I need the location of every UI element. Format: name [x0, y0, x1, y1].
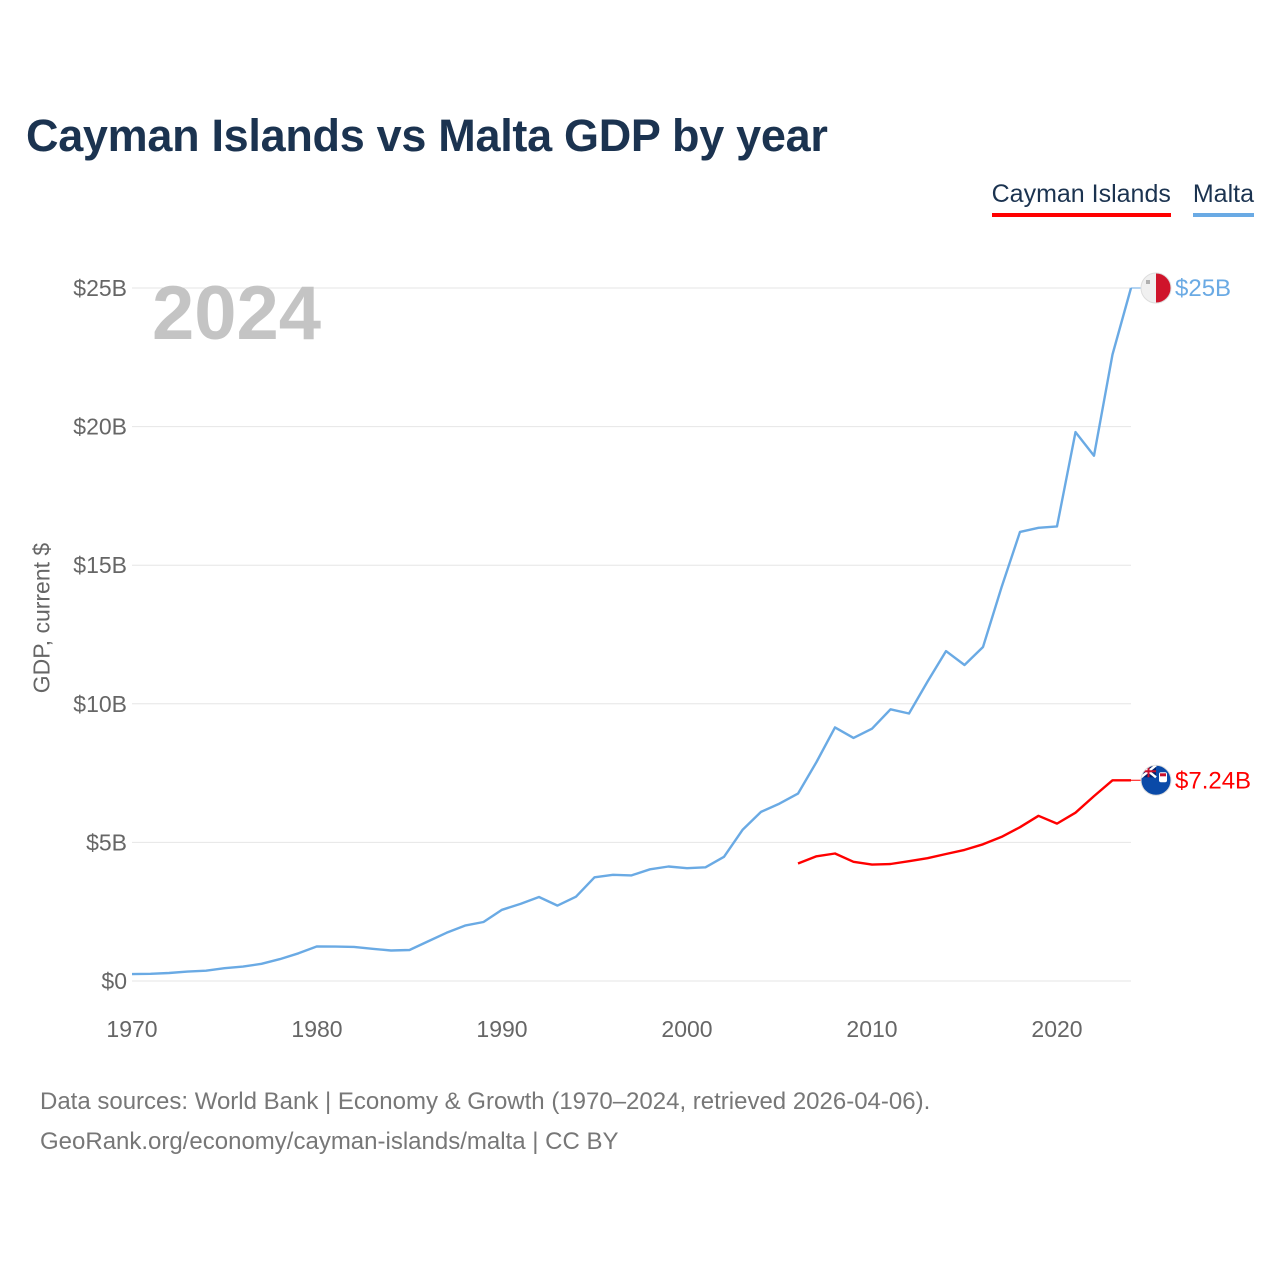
malta-end-value: $25B	[1175, 275, 1231, 302]
x-tick-label: 2000	[661, 1016, 712, 1042]
y-tick-label: $5B	[86, 829, 127, 855]
y-tick-label: $0	[101, 968, 127, 994]
cayman-end-value: $7.24B	[1175, 767, 1251, 794]
footer-credit: GeoRank.org/economy/cayman-islands/malta…	[40, 1128, 619, 1155]
chart-title: Cayman Islands vs Malta GDP by year	[26, 110, 828, 161]
x-tick-label: 2020	[1031, 1016, 1082, 1042]
y-tick-label: $25B	[73, 275, 127, 301]
x-tick-label: 2010	[846, 1016, 897, 1042]
end-markers: $25B $7.24B	[1131, 272, 1251, 796]
footer: Data sources: World Bank | Economy & Gro…	[40, 1082, 930, 1162]
gridlines	[132, 287, 1131, 982]
year-overlay: 2024	[152, 271, 321, 356]
x-tick-label: 1970	[106, 1016, 157, 1042]
footer-sources: Data sources: World Bank | Economy & Gro…	[40, 1088, 931, 1115]
y-tick-label: $20B	[73, 414, 127, 440]
cayman-islands-flag-icon	[1140, 764, 1172, 796]
y-tick-label: $10B	[73, 691, 127, 717]
legend-item-cayman-islands[interactable]: Cayman Islands	[991, 180, 1171, 217]
series-lines	[131, 287, 1133, 976]
x-tick-label: 1990	[476, 1016, 527, 1042]
y-tick-labels: $0 $5B $10B $15B $20B $25B	[73, 275, 127, 994]
x-tick-label: 1980	[291, 1016, 342, 1042]
x-tick-labels: 1970 1980 1990 2000 2010 2020	[106, 1016, 1082, 1042]
malta-flag-icon	[1140, 272, 1172, 304]
series-line-malta	[131, 287, 1133, 976]
y-tick-label: $15B	[73, 552, 127, 578]
legend-item-malta[interactable]: Malta	[1192, 180, 1254, 217]
legend: Cayman Islands Malta	[991, 180, 1254, 217]
series-line-cayman-islands	[797, 779, 1131, 866]
